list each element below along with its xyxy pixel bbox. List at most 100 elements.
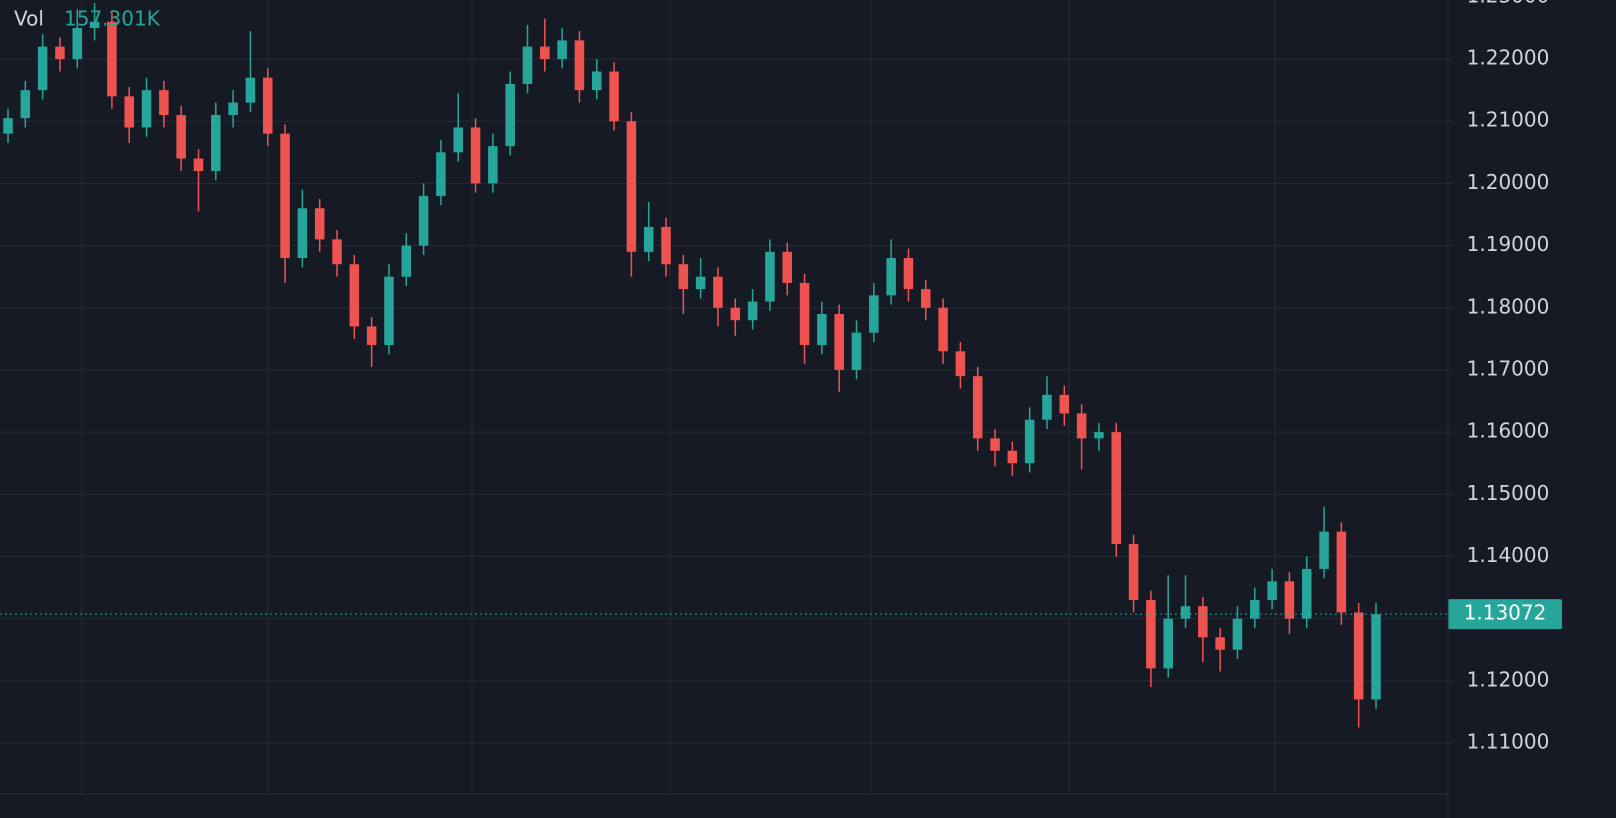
candle-body <box>384 276 394 346</box>
candle-body <box>314 208 325 240</box>
y-tick-label: 1.14000 <box>1467 543 1550 567</box>
candle-body <box>834 313 844 370</box>
indicator-label: Vol <box>14 7 44 31</box>
candle-body <box>1059 394 1070 414</box>
y-tick-label: 1.16000 <box>1467 419 1550 443</box>
candle-body <box>1284 581 1295 619</box>
candle-body <box>574 40 585 91</box>
candle-body <box>1301 568 1312 619</box>
candle-body <box>141 90 152 128</box>
candle-body <box>211 115 221 171</box>
candle-body <box>3 118 13 134</box>
overlay: 1.13072 <box>0 599 1562 630</box>
candle-body <box>107 21 117 97</box>
candle-body <box>1336 531 1347 613</box>
candle-body <box>332 239 342 265</box>
candle-body <box>921 289 931 308</box>
y-tick-label: 1.19000 <box>1467 232 1550 256</box>
indicator-value: 157.301K <box>64 7 161 31</box>
candle-body <box>124 96 134 128</box>
candle-body <box>522 46 533 84</box>
candles <box>3 3 1381 728</box>
candle-body <box>799 282 810 346</box>
candle-body <box>245 77 256 103</box>
candle-body <box>765 251 775 302</box>
candle-body <box>557 40 567 60</box>
candle-body <box>1180 606 1191 619</box>
last-price-label: 1.13072 <box>1464 601 1547 625</box>
candle-body <box>1215 637 1225 650</box>
candle-body <box>1267 581 1277 601</box>
candle-body <box>1163 618 1173 669</box>
candle-body <box>1198 606 1208 638</box>
candle-body <box>436 152 446 196</box>
y-tick-label: 1.22000 <box>1467 46 1550 70</box>
candle-body <box>1353 612 1364 700</box>
candle-body <box>159 90 169 116</box>
candle-body <box>1042 394 1052 420</box>
candle-body <box>488 146 498 184</box>
candle-body <box>280 133 290 259</box>
y-tick-label: 1.11000 <box>1467 730 1550 754</box>
candle-body <box>1111 432 1122 545</box>
candle-body <box>1319 531 1329 569</box>
candle-body <box>1128 544 1139 601</box>
candle-body <box>505 83 515 147</box>
candle-body <box>1024 419 1035 464</box>
candle-body <box>1250 600 1260 619</box>
y-tick-label: 1.18000 <box>1467 294 1550 318</box>
candle-body <box>609 71 619 122</box>
candle-body <box>470 127 481 184</box>
candle-body <box>1076 413 1087 439</box>
candle-body <box>955 351 966 377</box>
candle-body <box>1007 450 1018 464</box>
candle-body <box>782 251 793 283</box>
candle-body <box>643 226 654 252</box>
y-tick-label: 1.12000 <box>1467 667 1550 691</box>
y-tick-label: 1.20000 <box>1467 170 1550 194</box>
candle-body <box>453 127 463 153</box>
candle-body <box>851 332 862 370</box>
last-price-box <box>1448 599 1562 630</box>
candle-body <box>297 208 308 259</box>
candle-body <box>262 77 273 134</box>
y-tick-label: 1.15000 <box>1467 481 1550 505</box>
candle-body <box>972 376 983 439</box>
candle-body <box>20 90 31 119</box>
candle-body <box>661 226 671 265</box>
candle-body <box>540 46 550 60</box>
candle-body <box>626 121 637 252</box>
candle-body <box>1232 618 1243 650</box>
candle-body <box>55 46 65 60</box>
candle-body <box>886 258 896 296</box>
candle-body <box>1371 614 1381 700</box>
candle-body <box>1094 432 1104 439</box>
candle-body <box>869 295 879 333</box>
candle-body <box>713 276 723 308</box>
candle-body <box>89 21 100 28</box>
candle-body <box>366 326 377 346</box>
candle-body <box>228 102 238 116</box>
candle-body <box>418 195 429 246</box>
candle-body <box>747 301 758 321</box>
candle-body <box>1146 600 1156 669</box>
candle-body <box>903 258 914 290</box>
candle-body <box>37 46 48 91</box>
candle-body <box>401 245 412 277</box>
candle-body <box>695 276 706 290</box>
candle-body <box>817 313 827 346</box>
candle-body <box>176 115 186 159</box>
y-tick-label: 1.21000 <box>1467 108 1550 132</box>
y-tick-label: 1.23000 <box>1467 0 1550 7</box>
candle-body <box>990 438 1000 451</box>
candle-body <box>591 71 602 91</box>
candle-body <box>349 264 360 327</box>
y-tick-label: 1.17000 <box>1467 356 1550 380</box>
candle-body <box>938 307 948 352</box>
candle-body <box>193 158 204 171</box>
candle-body <box>678 264 689 290</box>
candle-body <box>72 27 83 60</box>
